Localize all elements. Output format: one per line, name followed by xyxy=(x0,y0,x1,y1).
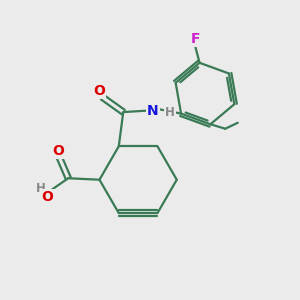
Text: O: O xyxy=(52,144,64,158)
Text: F: F xyxy=(190,32,200,46)
Text: N: N xyxy=(147,103,159,118)
Text: H: H xyxy=(36,182,46,195)
Text: O: O xyxy=(41,190,53,204)
Text: O: O xyxy=(93,84,105,98)
Text: H: H xyxy=(165,106,175,118)
